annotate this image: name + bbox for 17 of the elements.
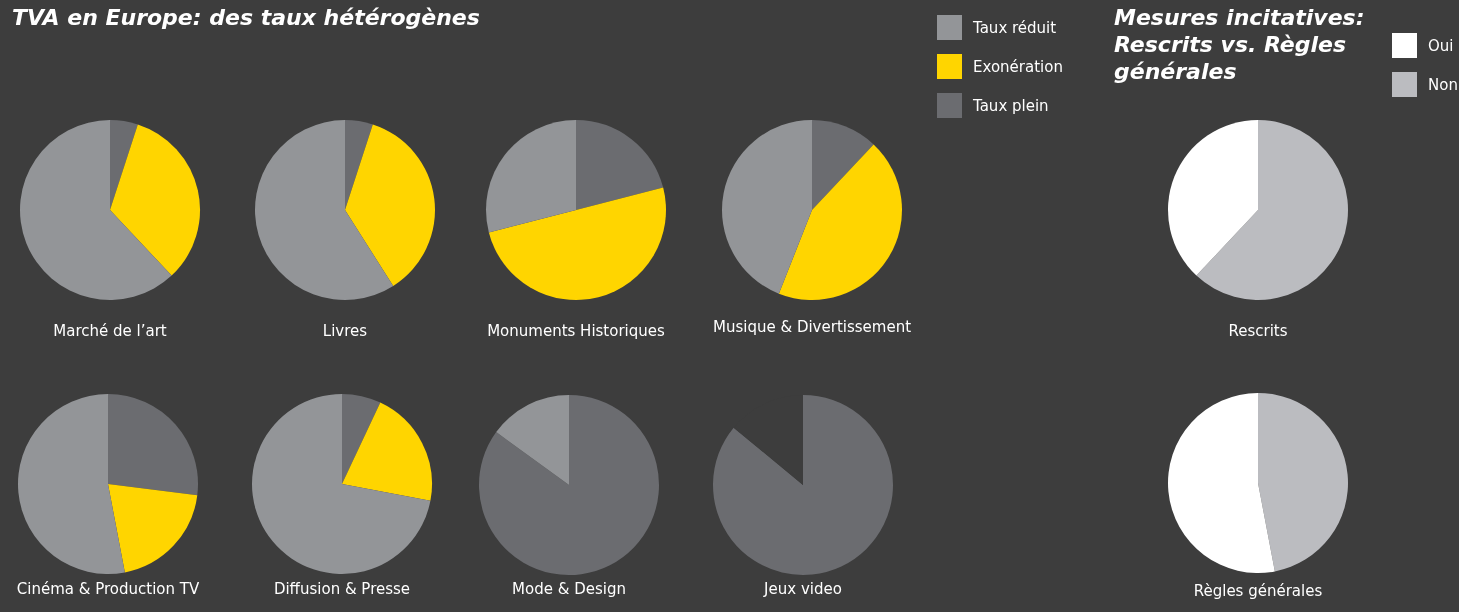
- text: Mesures incitatives: Rescrits vs. Règles générales: [1114, 4, 1366, 85]
- text: Jeux video: [762, 580, 843, 598]
- text: Cinéma & Production TV: [15, 580, 201, 598]
- text: Musique & Divertissement: [711, 318, 912, 336]
- legend-label: Oui: [1428, 36, 1454, 55]
- text: Diffusion & Presse: [272, 580, 412, 598]
- text: Livres: [321, 322, 369, 340]
- legend-label: Taux plein: [973, 96, 1049, 115]
- text: TVA en Europe: des taux hétérogènes: [12, 4, 481, 31]
- text: Règles générales: [1192, 582, 1324, 600]
- legend-label: Non: [1428, 75, 1458, 94]
- legend-label: Exonération: [973, 57, 1063, 76]
- legend-label: Taux réduit: [973, 18, 1057, 37]
- text: Marché de l’art: [52, 322, 168, 340]
- text: Mode & Design: [511, 580, 627, 598]
- text: Rescrits: [1227, 322, 1289, 340]
- text: Monuments Historiques: [486, 322, 666, 340]
